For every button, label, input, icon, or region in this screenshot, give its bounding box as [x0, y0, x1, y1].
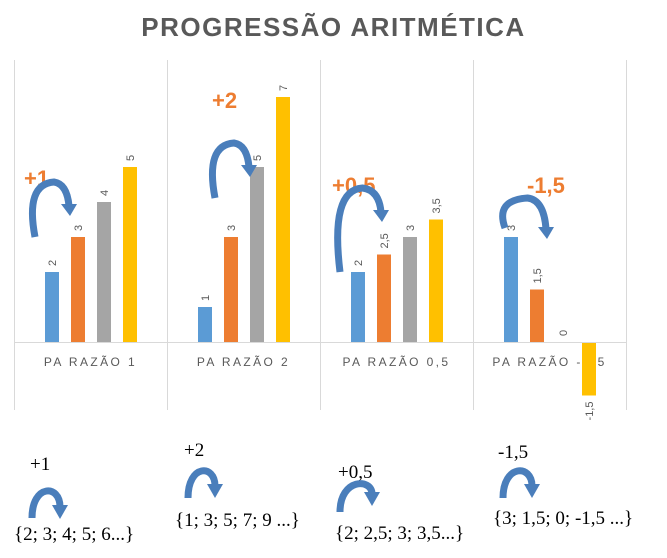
ratio-label: +2 — [212, 88, 237, 113]
category-label: PA RAZÃO -1,5 — [492, 355, 606, 369]
data-label: 3 — [506, 225, 518, 231]
curved-arrow-icon — [499, 194, 550, 230]
data-label: 2 — [47, 260, 59, 266]
arrow-head-icon — [52, 505, 68, 519]
bar — [224, 237, 238, 342]
bar — [377, 254, 391, 342]
bar — [351, 272, 365, 342]
curved-arrow-icon — [184, 467, 219, 499]
curved-arrow-icon — [499, 467, 536, 499]
arrow-head-icon — [207, 484, 223, 498]
sequence-annotation: {3; 1,5; 0; -1,5 ...} — [493, 508, 634, 529]
bar — [276, 97, 290, 342]
arrow-head-icon — [538, 227, 554, 239]
curved-arrow-icon — [28, 487, 64, 519]
category-label: PA RAZÃO 2 — [197, 355, 290, 369]
bar — [530, 289, 544, 342]
arrow-head-icon — [364, 492, 380, 506]
bar — [71, 237, 85, 342]
bar — [429, 219, 443, 342]
arrow-head-icon — [524, 484, 540, 498]
data-label: 3 — [226, 225, 238, 231]
bar — [123, 167, 137, 342]
data-label: 5 — [125, 155, 137, 161]
bar — [403, 237, 417, 342]
ratio-annotation: -1,5 — [498, 442, 529, 463]
ratio-annotation: +2 — [184, 440, 205, 461]
data-label: -1,5 — [584, 402, 596, 421]
category-label: PA RAZÃO 1 — [44, 355, 137, 369]
chart-title: PROGRESSÃO ARITMÉTICA — [141, 12, 526, 42]
data-label: 1,5 — [532, 268, 544, 283]
data-label: 3 — [73, 225, 85, 231]
bar — [97, 202, 111, 342]
curved-arrow-icon — [208, 139, 253, 199]
sequence-annotation: {2; 2,5; 3; 3,5...} — [335, 523, 465, 544]
bar — [504, 237, 518, 342]
category-label: PA RAZÃO 0,5 — [343, 355, 451, 369]
sequence-annotation: {2; 3; 4; 5; 6...} — [14, 524, 135, 545]
arrow-head-icon — [373, 210, 389, 222]
bar-chart: PA RAZÃO 1 2 3 4 5 PA RAZÃO 2 1 3 5 7 PA RAZÃO 0,5… — [14, 60, 627, 421]
data-label: 3 — [405, 225, 417, 231]
ratio-annotation: +1 — [30, 454, 51, 475]
data-label: 1 — [200, 295, 212, 301]
arrow-head-icon — [61, 204, 77, 216]
bar — [45, 272, 59, 342]
data-label: 7 — [278, 85, 290, 91]
sequence-annotation: {1; 3; 5; 7; 9 ...} — [175, 510, 300, 531]
curved-arrow-icon — [336, 480, 376, 513]
bar — [250, 167, 264, 342]
curved-arrow-icon — [334, 184, 385, 273]
bar — [198, 307, 212, 342]
data-label: 0 — [558, 330, 570, 336]
arrow-head-icon — [241, 165, 257, 177]
ratio-annotation: +0,5 — [338, 462, 373, 483]
data-label: 4 — [99, 190, 111, 196]
bar — [582, 343, 596, 396]
ratio-label: -1,5 — [527, 173, 565, 198]
curved-arrow-icon — [28, 178, 73, 238]
data-label: 5 — [252, 155, 264, 161]
data-label: 2 — [353, 260, 365, 266]
data-label: 2,5 — [379, 233, 391, 248]
data-label: 3,5 — [431, 198, 443, 213]
